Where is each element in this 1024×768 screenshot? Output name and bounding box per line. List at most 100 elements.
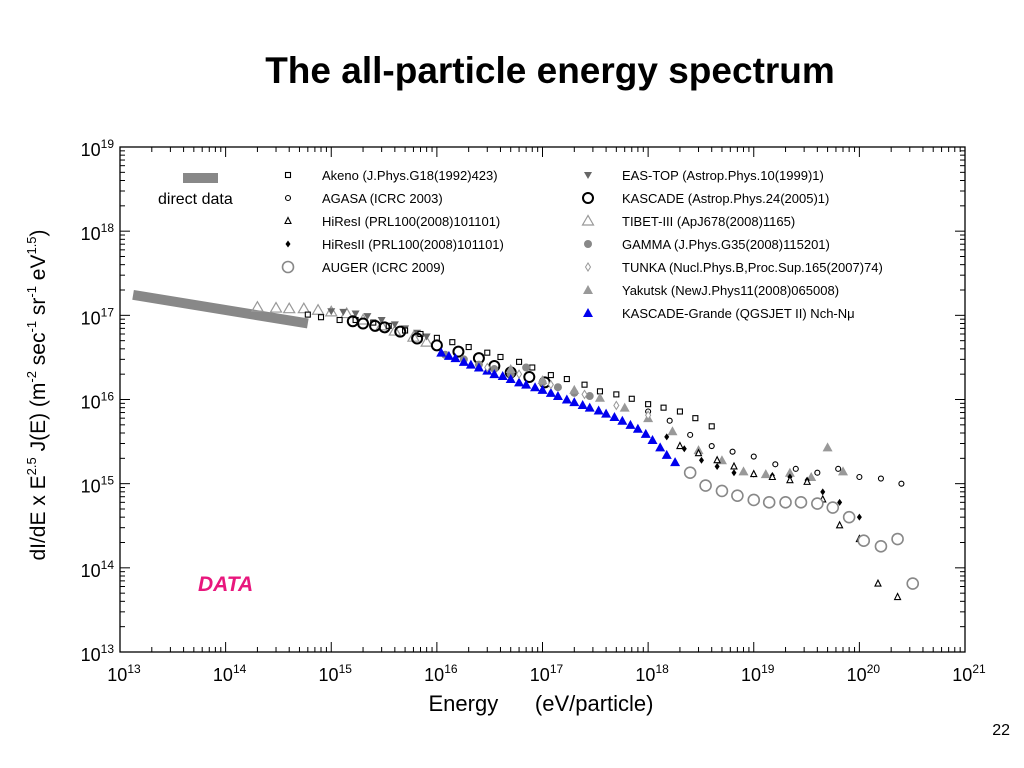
x-tick-label: 1020 bbox=[847, 662, 881, 685]
data-point bbox=[681, 445, 687, 453]
data-point bbox=[835, 520, 844, 529]
data-point bbox=[484, 349, 491, 356]
data-point bbox=[390, 321, 399, 329]
data-point bbox=[250, 300, 264, 312]
legend-item: AGASA (ICRC 2003) bbox=[284, 191, 443, 206]
data-point bbox=[715, 484, 729, 498]
data-point bbox=[906, 577, 920, 590]
y-tick-label: 1016 bbox=[81, 390, 115, 413]
data-point bbox=[584, 402, 595, 412]
legend-label: AUGER (ICRC 2009) bbox=[322, 260, 445, 275]
data-point bbox=[747, 493, 761, 507]
data-point bbox=[377, 317, 386, 325]
page-number: 22 bbox=[992, 722, 1010, 739]
data-point bbox=[772, 461, 779, 468]
data-point bbox=[619, 402, 630, 412]
x-tick-label: 1019 bbox=[741, 662, 775, 685]
data-point bbox=[806, 472, 817, 482]
data-point bbox=[708, 423, 715, 430]
data-point bbox=[661, 449, 672, 459]
data-point bbox=[645, 401, 652, 408]
x-tick-label: 1016 bbox=[424, 662, 458, 685]
data-points bbox=[250, 300, 920, 601]
data-point bbox=[522, 363, 531, 372]
data-point bbox=[465, 343, 472, 351]
data-point bbox=[530, 382, 541, 392]
y-axis-label-text: dI/dE x E2.5​ J(E) (m-2​ sec-1​ sr-1​ eV… bbox=[24, 229, 50, 560]
series-kascade bbox=[346, 315, 551, 389]
legend-item: TIBET-III (ApJ678(2008)1165) bbox=[581, 214, 795, 229]
data-point bbox=[835, 465, 842, 472]
data-point bbox=[547, 379, 554, 390]
data-point bbox=[394, 325, 407, 338]
data-point bbox=[561, 394, 572, 404]
data-point bbox=[569, 397, 580, 407]
legend-label: TUNKA (Nucl.Phys.B,Proc.Sup.165(2007)74) bbox=[622, 260, 883, 275]
data-point bbox=[304, 311, 311, 318]
data-point bbox=[731, 469, 737, 477]
data-point bbox=[515, 369, 523, 380]
data-point bbox=[670, 457, 681, 467]
legend-item: KASCADE (Astrop.Phys.24(2005)1) bbox=[582, 191, 829, 206]
data-point bbox=[779, 496, 792, 509]
data-point bbox=[694, 448, 703, 457]
x-tick-label: 1013 bbox=[107, 662, 141, 685]
data-point bbox=[327, 308, 336, 316]
y-tick-labels: 1013 1014 1015 1016 1017 1018 1019 bbox=[81, 137, 115, 665]
data-point bbox=[768, 472, 777, 481]
legend-marker bbox=[584, 240, 592, 248]
data-point bbox=[760, 469, 771, 479]
legend-marker bbox=[581, 214, 595, 226]
data-point bbox=[794, 496, 808, 509]
data-point bbox=[874, 578, 882, 587]
data-point bbox=[497, 371, 508, 381]
legend-item: HiResII (PRL100(2008)101101) bbox=[285, 237, 504, 252]
data-point bbox=[420, 335, 434, 347]
data-point bbox=[749, 469, 758, 478]
legend-marker bbox=[285, 240, 291, 248]
data-point bbox=[708, 442, 715, 450]
y-tick-label: 1013 bbox=[81, 642, 115, 665]
data-point bbox=[838, 466, 849, 476]
data-point bbox=[762, 496, 776, 509]
legend-direct-data-label: direct data bbox=[158, 191, 233, 208]
y-tick-label: 1017 bbox=[81, 305, 115, 328]
legend-marker bbox=[284, 194, 292, 202]
data-point bbox=[375, 319, 389, 331]
data-point bbox=[786, 475, 794, 484]
data-point bbox=[811, 497, 824, 510]
data-point bbox=[317, 314, 325, 321]
x-axis-label: Energy (eV/particle) bbox=[429, 691, 654, 716]
legend: direct data Akeno (J.Phys.G18(1992)423) AG… bbox=[158, 168, 883, 321]
data-point bbox=[891, 532, 904, 546]
data-point bbox=[822, 442, 833, 452]
data-point bbox=[856, 513, 862, 521]
legend-label: TIBET-III (ApJ678(2008)1165) bbox=[622, 214, 795, 229]
legend-marker bbox=[583, 308, 593, 317]
data-point bbox=[351, 310, 360, 318]
series-tibet-iii bbox=[250, 300, 434, 347]
data-point bbox=[632, 423, 643, 433]
data-point bbox=[730, 461, 738, 470]
legend-marker bbox=[584, 172, 592, 179]
legend-item: TUNKA (Nucl.Phys.B,Proc.Sup.165(2007)74) bbox=[584, 260, 883, 275]
data-point bbox=[837, 498, 843, 506]
legend-item: Akeno (J.Phys.G18(1992)423) bbox=[284, 168, 498, 183]
data-point bbox=[436, 347, 447, 357]
data-annotation: DATA bbox=[198, 573, 253, 596]
data-point bbox=[514, 377, 525, 387]
slide-title: The all-particle energy spectrum bbox=[265, 50, 835, 91]
data-point bbox=[750, 453, 757, 460]
data-point bbox=[666, 417, 673, 424]
data-point bbox=[731, 489, 744, 502]
data-point bbox=[553, 383, 562, 392]
x-tick-label: 1021 bbox=[952, 662, 986, 685]
axis-ticks bbox=[119, 146, 966, 653]
data-point bbox=[311, 303, 325, 315]
data-point bbox=[613, 391, 620, 398]
y-tick-label: 1015 bbox=[81, 474, 115, 497]
data-point bbox=[692, 415, 699, 422]
data-point bbox=[473, 362, 484, 372]
data-point bbox=[545, 387, 556, 397]
legend-item: EAS-TOP (Astrop.Phys.10(1999)1) bbox=[584, 168, 824, 183]
